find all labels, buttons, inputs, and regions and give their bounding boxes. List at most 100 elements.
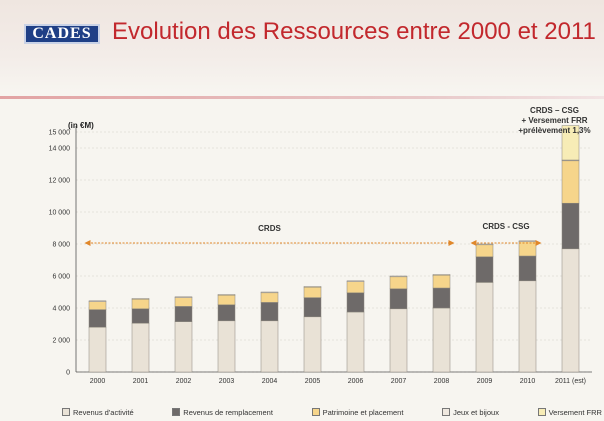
- y-tick-label: 2 000: [52, 338, 70, 345]
- bar-segment-2005-1: [303, 297, 322, 318]
- bar-segment-2003-2: [217, 294, 236, 306]
- crds-csg-label: CRDS - CSG: [482, 222, 529, 231]
- y-tick-label: 4 000: [52, 306, 70, 313]
- legend-item-revenus-remplacement: Revenus de remplacement: [172, 408, 273, 417]
- cades-logo: CADES: [24, 24, 100, 44]
- legend-label: Revenus d'activité: [73, 407, 134, 417]
- legend-swatch: [537, 408, 546, 416]
- bar-segment-2011-2: [561, 160, 580, 204]
- annotations: CRDS CRDS - CSG CRDS – CSG+ Versement FRR+…: [84, 106, 591, 246]
- bar-segment-2003-0: [217, 320, 236, 373]
- legend-swatch: [311, 408, 320, 416]
- bar-segment-2003-1: [217, 304, 236, 322]
- bars: [88, 125, 580, 373]
- bar-segment-2009-2: [475, 244, 494, 258]
- bar-segment-2004-1: [260, 302, 279, 322]
- legend-label: Patrimoine et placement: [322, 407, 404, 417]
- bar-segment-2001-3: [131, 298, 150, 300]
- gridlines: [76, 131, 592, 373]
- bar-segment-2004-0: [260, 320, 279, 373]
- bar-segment-2010-1: [518, 255, 537, 282]
- x-tick-label: 2001: [133, 378, 149, 385]
- bar-segment-2003-3: [217, 294, 236, 296]
- crds-csg-frr-label-line: CRDS – CSG: [530, 106, 579, 115]
- x-tick-label: 2003: [219, 378, 235, 385]
- crds-csg-frr-label-line: + Versement FRR: [521, 116, 587, 125]
- bar-segment-2006-1: [346, 292, 365, 313]
- bar-segment-2007-2: [389, 276, 408, 290]
- bar-segment-2001-2: [131, 298, 150, 310]
- legend-label: Versement FRR: [548, 407, 602, 417]
- legend-item-versement-frr: Versement FRR: [537, 407, 602, 417]
- legend-swatch: [62, 408, 70, 416]
- legend-swatch: [172, 408, 181, 416]
- bar-segment-2000-1: [88, 309, 107, 328]
- bar-segment-2007-3: [389, 275, 408, 278]
- x-tick-label: 2004: [262, 378, 278, 385]
- bar-segment-2000-3: [88, 300, 107, 302]
- legend-swatch: [442, 408, 451, 416]
- bar-segment-2001-0: [131, 322, 150, 373]
- bar-segment-2005-2: [303, 286, 322, 298]
- tick-labels: 0 2 000 4 000 6 000 8 000 10 000 12 000 14 000 1…: [49, 130, 586, 386]
- title-divider: [0, 96, 604, 99]
- y-tick-label: 14 000: [49, 146, 71, 153]
- bar-segment-2009-0: [475, 282, 494, 373]
- bar-segment-2002-2: [174, 297, 193, 307]
- bar-segment-2008-0: [432, 307, 451, 373]
- bar-segment-2006-3: [346, 280, 365, 282]
- page-title: Evolution des Ressources entre 2000 et 2…: [112, 18, 596, 45]
- bar-segment-2001-1: [131, 308, 150, 324]
- bar-segment-2005-0: [303, 316, 322, 373]
- bar-segment-2008-1: [432, 287, 451, 309]
- bar-segment-2010-3: [518, 240, 537, 242]
- bar-segment-2002-0: [174, 321, 193, 373]
- bar-segment-2005-3: [303, 286, 322, 288]
- legend-item-jeux-bijoux: Jeux et bijoux: [442, 408, 499, 417]
- y-tick-label: 10 000: [49, 210, 71, 217]
- legend-item-revenus-activite: Revenus d'activité: [62, 408, 134, 417]
- bar-segment-2004-2: [260, 292, 279, 303]
- bar-segment-2011-0: [561, 248, 580, 373]
- x-tick-label: 2006: [348, 378, 364, 385]
- x-tick-label: 2010: [520, 378, 536, 385]
- bar-segment-2002-1: [174, 306, 193, 322]
- y-tick-label: 6 000: [52, 274, 70, 281]
- bar-segment-2000-0: [88, 326, 107, 373]
- bar-segment-2008-3: [432, 274, 451, 276]
- legend-item-patrimoine: Patrimoine et placement: [311, 407, 404, 417]
- bar-segment-2011-4: [561, 125, 580, 161]
- x-tick-label: 2011 (est): [555, 378, 586, 385]
- bar-segment-2006-2: [346, 281, 365, 294]
- x-tick-label: 2005: [305, 378, 321, 385]
- x-tick-label: 2009: [477, 378, 493, 385]
- x-tick-label: 2002: [176, 378, 192, 385]
- bar-segment-2004-3: [260, 291, 279, 294]
- bar-segment-2002-3: [174, 296, 193, 298]
- bar-segment-2007-1: [389, 288, 408, 310]
- bar-segment-2009-3: [475, 243, 494, 246]
- legend-label: Revenus de remplacement: [183, 407, 273, 417]
- crds-csg-frr-label-line: +prélèvement 1,3%: [518, 126, 590, 135]
- y-tick-label: 12 000: [49, 178, 71, 185]
- x-tick-label: 2008: [434, 378, 450, 385]
- bar-segment-2008-2: [432, 274, 451, 289]
- axes: [75, 126, 592, 373]
- y-tick-label: 0: [66, 370, 70, 377]
- crds-label: CRDS: [258, 224, 281, 233]
- title-band: [0, 0, 604, 92]
- bar-segment-2007-0: [389, 308, 408, 373]
- bar-segment-2009-1: [475, 256, 494, 283]
- y-tick-label: 8 000: [52, 242, 70, 249]
- bar-segment-2006-0: [346, 311, 365, 373]
- bar-segment-2000-2: [88, 301, 107, 310]
- y-tick-label: 15 000: [49, 130, 71, 137]
- x-tick-label: 2000: [90, 378, 106, 385]
- bar-segment-2011-1: [561, 202, 580, 250]
- legend-label: Jeux et bijoux: [453, 407, 499, 417]
- x-tick-label: 2007: [391, 378, 407, 385]
- bar-segment-2010-0: [518, 280, 537, 373]
- legend: Revenus d'activité Revenus de remplaceme…: [62, 404, 602, 420]
- y-axis-unit-label: (in €M): [68, 121, 94, 130]
